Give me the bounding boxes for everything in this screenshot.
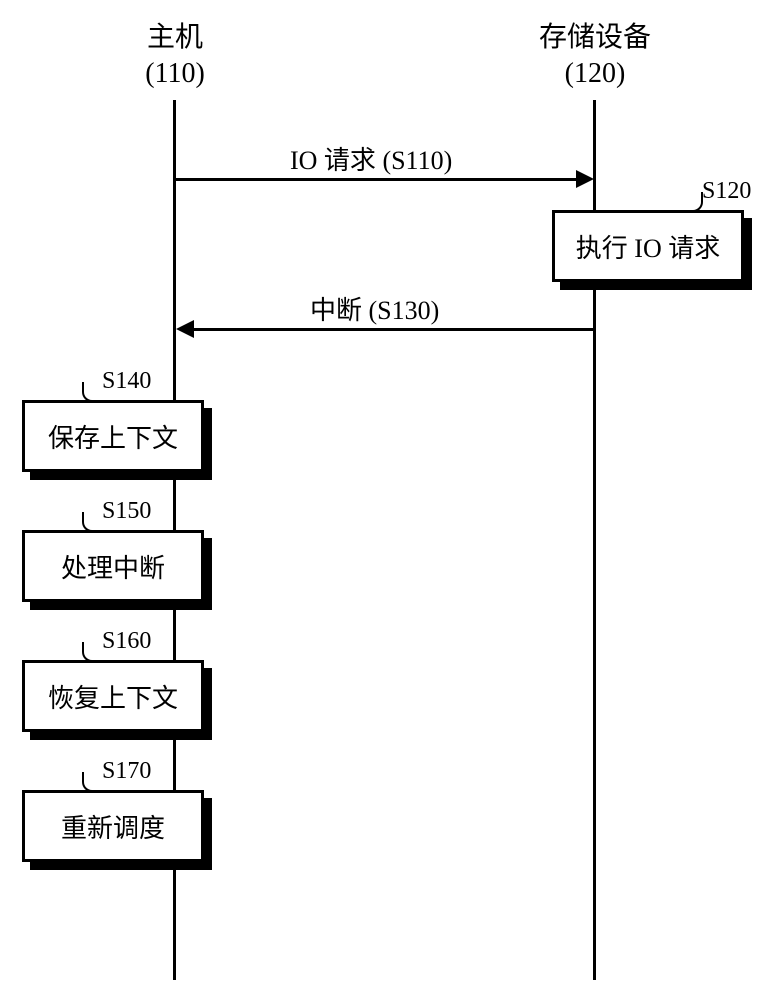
storage-header: 存储设备 (120) (530, 20, 660, 93)
execute-io-step: S120 (702, 178, 751, 205)
io-request-label: IO 请求 (S110) (290, 140, 452, 177)
io-request-arrow (176, 178, 578, 181)
handle-interrupt-box: 处理中断 (22, 530, 204, 602)
restore-context-box: 恢复上下文 (22, 660, 204, 732)
handle-interrupt-connector (82, 512, 102, 532)
restore-context-connector (82, 642, 102, 662)
interrupt-arrowhead (176, 320, 194, 338)
reschedule-box: 重新调度 (22, 790, 204, 862)
host-id: (110) (145, 58, 205, 89)
storage-id: (120) (565, 58, 626, 89)
handle-interrupt-step: S150 (102, 498, 151, 525)
save-context-box: 保存上下文 (22, 400, 204, 472)
save-context-step: S140 (102, 368, 151, 395)
interrupt-label: 中断 (S130) (310, 290, 439, 327)
interrupt-arrow (192, 328, 594, 331)
reschedule-connector (82, 772, 102, 792)
execute-io-box: 执行 IO 请求 (552, 210, 744, 282)
save-context-connector (82, 382, 102, 402)
host-header: 主机 (110) (130, 20, 220, 93)
sequence-diagram: 主机 (110) 存储设备 (120) IO 请求 (S110) 执行 IO 请… (0, 0, 774, 1000)
host-name: 主机 (147, 22, 203, 53)
restore-context-step: S160 (102, 628, 151, 655)
execute-io-connector (683, 192, 703, 212)
storage-name: 存储设备 (539, 22, 651, 53)
io-request-arrowhead (576, 170, 594, 188)
reschedule-step: S170 (102, 758, 151, 785)
